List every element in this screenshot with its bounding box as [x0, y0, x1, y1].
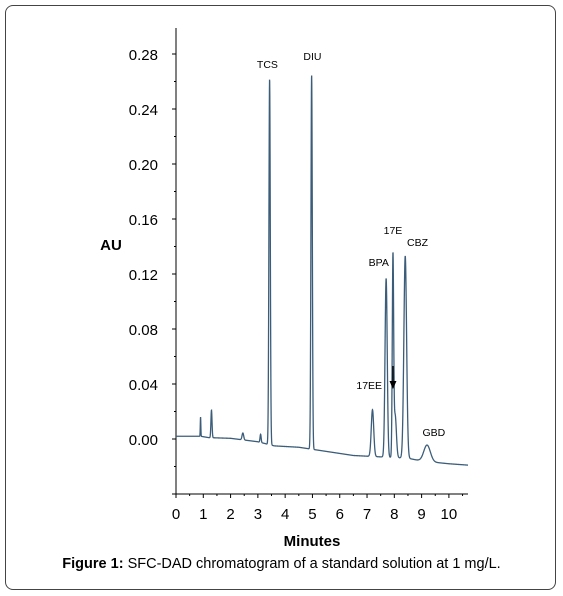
arrow-head	[389, 381, 397, 389]
x-tick-label: 1	[199, 506, 207, 523]
peak-label-17ee: 17EE	[356, 380, 382, 392]
x-tick-label: 7	[363, 506, 371, 523]
y-tick-label: 0.28	[129, 47, 158, 64]
peak-label-cbz: CBZ	[407, 237, 429, 249]
x-tick-label: 9	[417, 506, 425, 523]
peak-label-17e: 17E	[384, 225, 403, 237]
caption-text: SFC-DAD chromatogram of a standard solut…	[127, 556, 501, 572]
y-tick-label: 0.04	[129, 377, 158, 394]
figure-caption: Figure 1: SFC-DAD chromatogram of a stan…	[0, 556, 563, 572]
peak-label-tcs: TCS	[257, 59, 278, 71]
peak-label-bpa: BPA	[369, 257, 389, 269]
x-tick-label: 5	[308, 506, 316, 523]
x-tick-label: 3	[254, 506, 262, 523]
axes	[175, 28, 468, 495]
x-tick-label: 6	[336, 506, 344, 523]
tick-labels: 0.28 0.24 0.20 0.16 0.12 0.08 0.04 0.00 0 1 2 3 4 5 6 7…	[129, 47, 457, 523]
y-tick-label: 0.08	[129, 322, 158, 339]
tick-marks	[172, 53, 464, 498]
x-tick-label: 2	[226, 506, 234, 523]
y-tick-label: 0.24	[129, 102, 158, 119]
chromatogram-trace	[176, 75, 469, 466]
x-tick-label: 10	[441, 506, 458, 523]
x-tick-label: 8	[390, 506, 398, 523]
x-axis-label: Minutes	[284, 533, 341, 550]
y-tick-label: 0.16	[129, 212, 158, 229]
y-axis-label: AU	[100, 237, 122, 254]
peak-labels: TCS DIU 17EE BPA 17E CBZ GBD	[257, 51, 446, 439]
y-tick-label: 0.20	[129, 157, 158, 174]
y-tick-label: 0.12	[129, 267, 158, 284]
x-tick-label: 0	[172, 506, 180, 523]
figure-frame	[5, 5, 556, 590]
x-tick-label: 4	[281, 506, 289, 523]
arrow-annotation	[389, 366, 397, 389]
peak-label-diu: DIU	[303, 51, 321, 63]
caption-label: Figure 1:	[62, 556, 124, 572]
peak-label-gbd: GBD	[423, 427, 446, 439]
y-tick-label: 0.00	[129, 432, 158, 449]
